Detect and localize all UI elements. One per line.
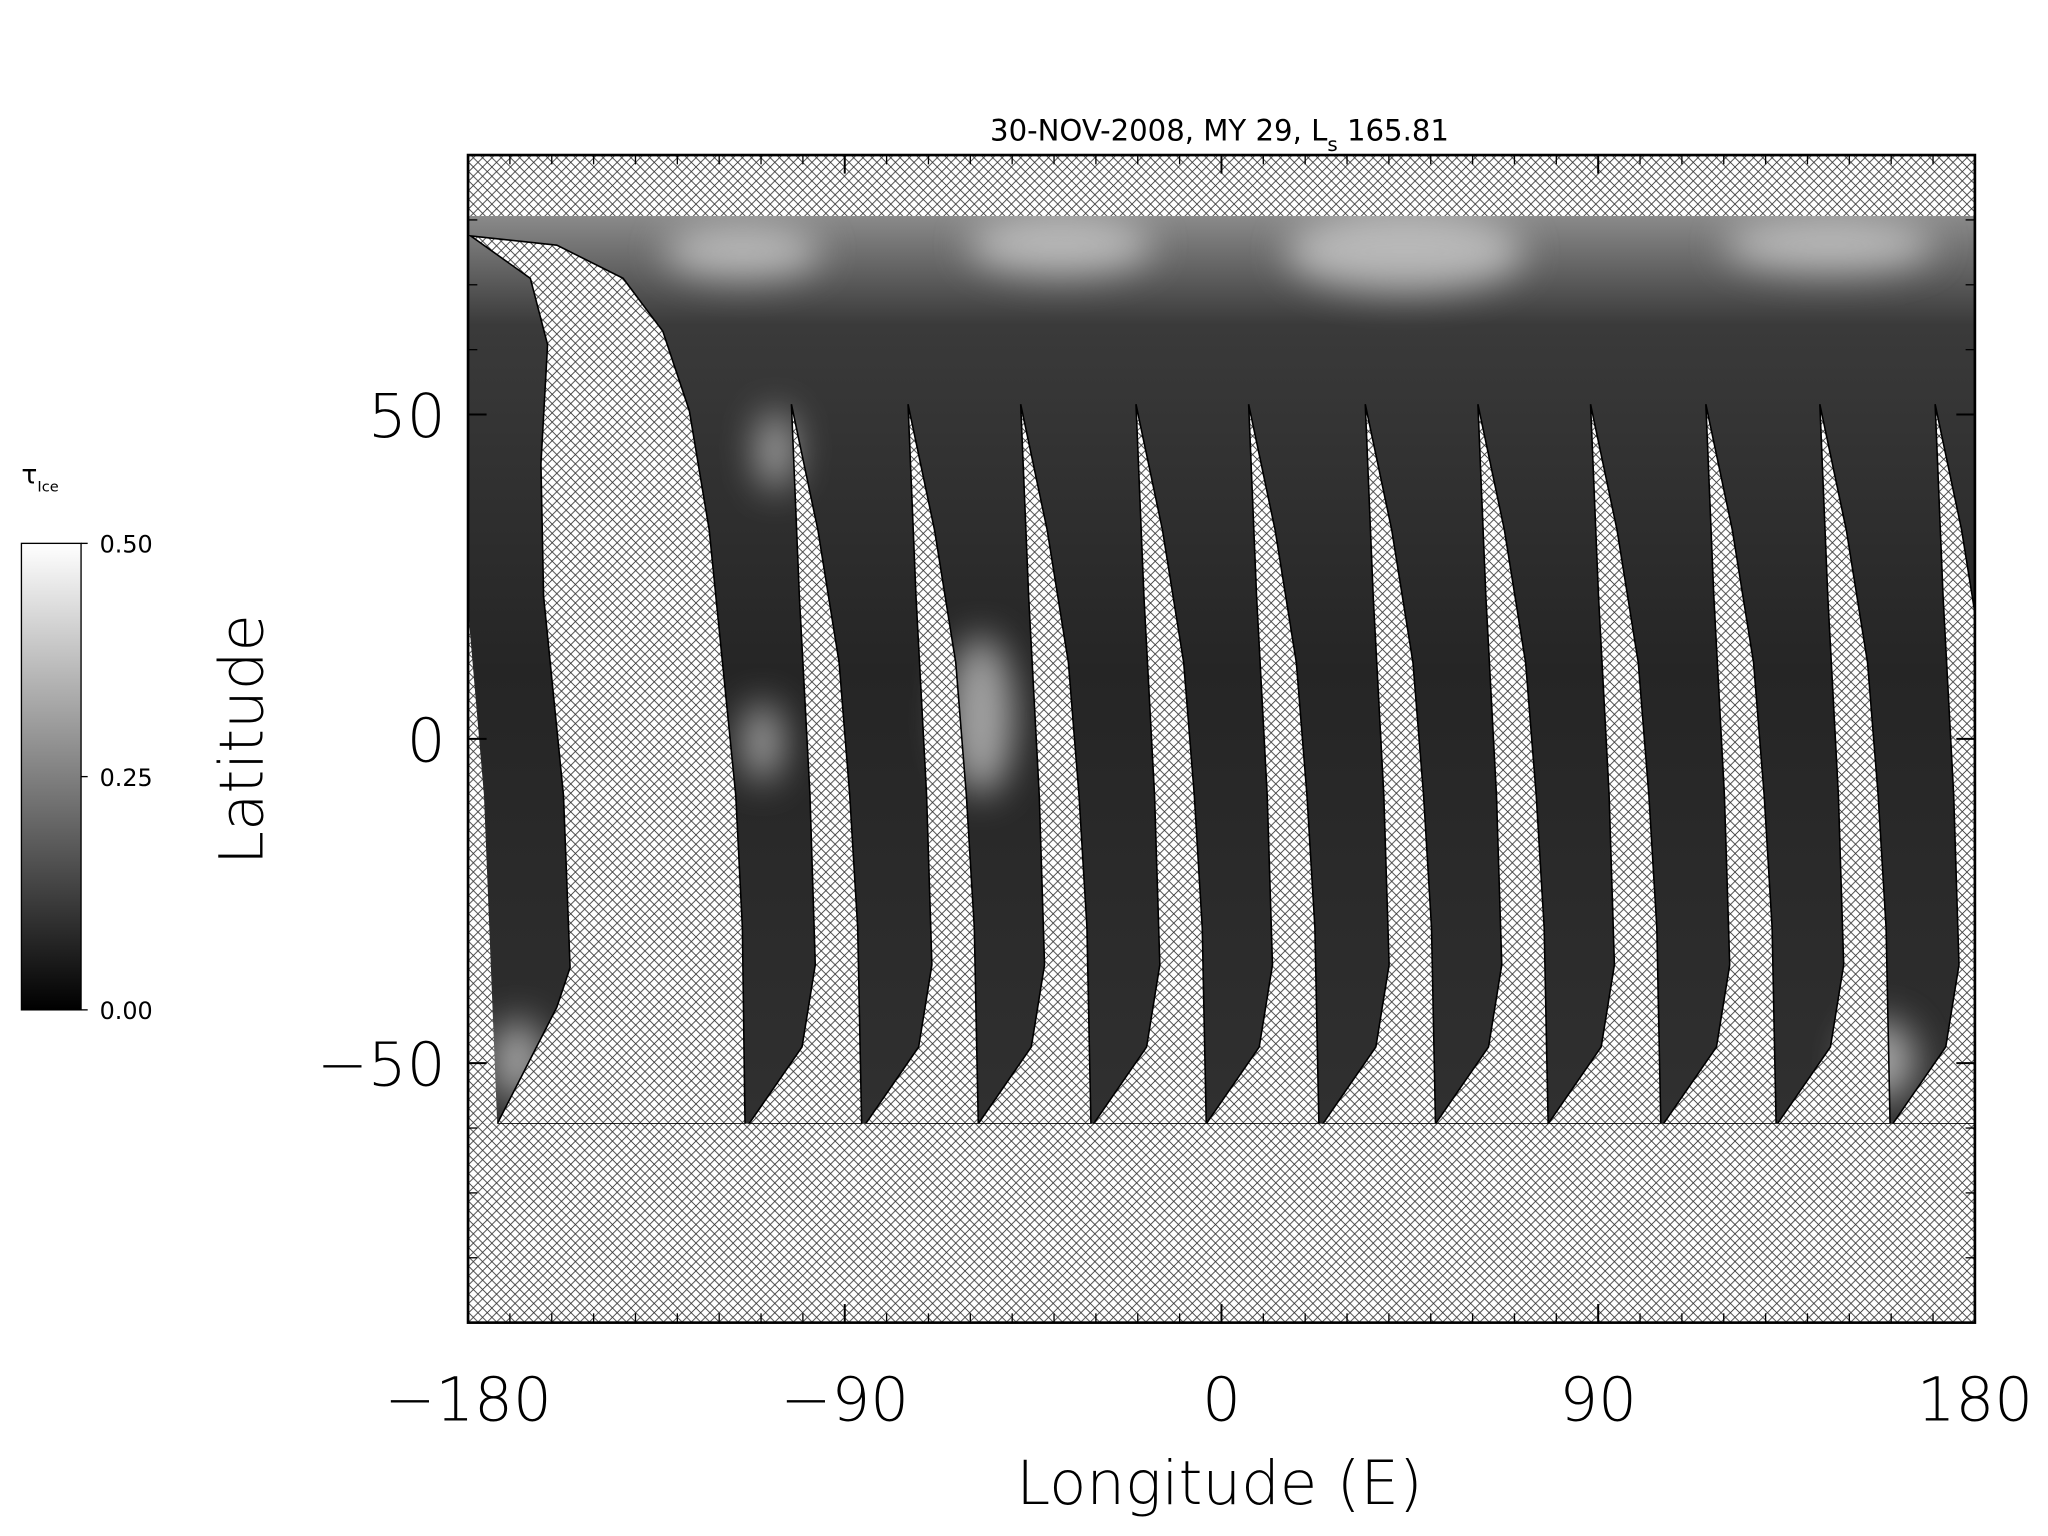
x-axis-label: Longitude (E) — [1016, 1448, 1423, 1519]
y-tick-label: 50 — [368, 381, 446, 452]
x-tick-label: 0 — [1202, 1365, 1241, 1436]
colorbar-symbol: τ — [21, 460, 37, 491]
x-tick-label: 90 — [1559, 1365, 1637, 1436]
y-axis-label: Latitude — [207, 614, 278, 865]
x-tick-label: −90 — [780, 1365, 909, 1436]
title-suffix: 165.81 — [1338, 113, 1449, 147]
y-tick-label: 0 — [407, 705, 446, 776]
x-tick-label: −180 — [384, 1365, 551, 1436]
colorbar-tick-label: 0.50 — [100, 531, 153, 559]
map-image — [468, 155, 1975, 1323]
title-text: 30-NOV-2008, MY 29, L — [990, 113, 1328, 147]
x-tick-label: 180 — [1917, 1365, 2033, 1436]
colorbar-subscript: Ice — [37, 479, 58, 496]
colorbar-label: τIce — [21, 460, 58, 496]
colorbar — [20, 542, 82, 1011]
colorbar-tick-label: 0.00 — [100, 997, 153, 1025]
colorbar-tick-label: 0.25 — [100, 764, 153, 792]
chart-title: 30-NOV-2008, MY 29, Ls 165.81 — [990, 113, 1449, 156]
title-subscript: s — [1327, 133, 1337, 156]
y-tick-label: −50 — [317, 1030, 446, 1101]
